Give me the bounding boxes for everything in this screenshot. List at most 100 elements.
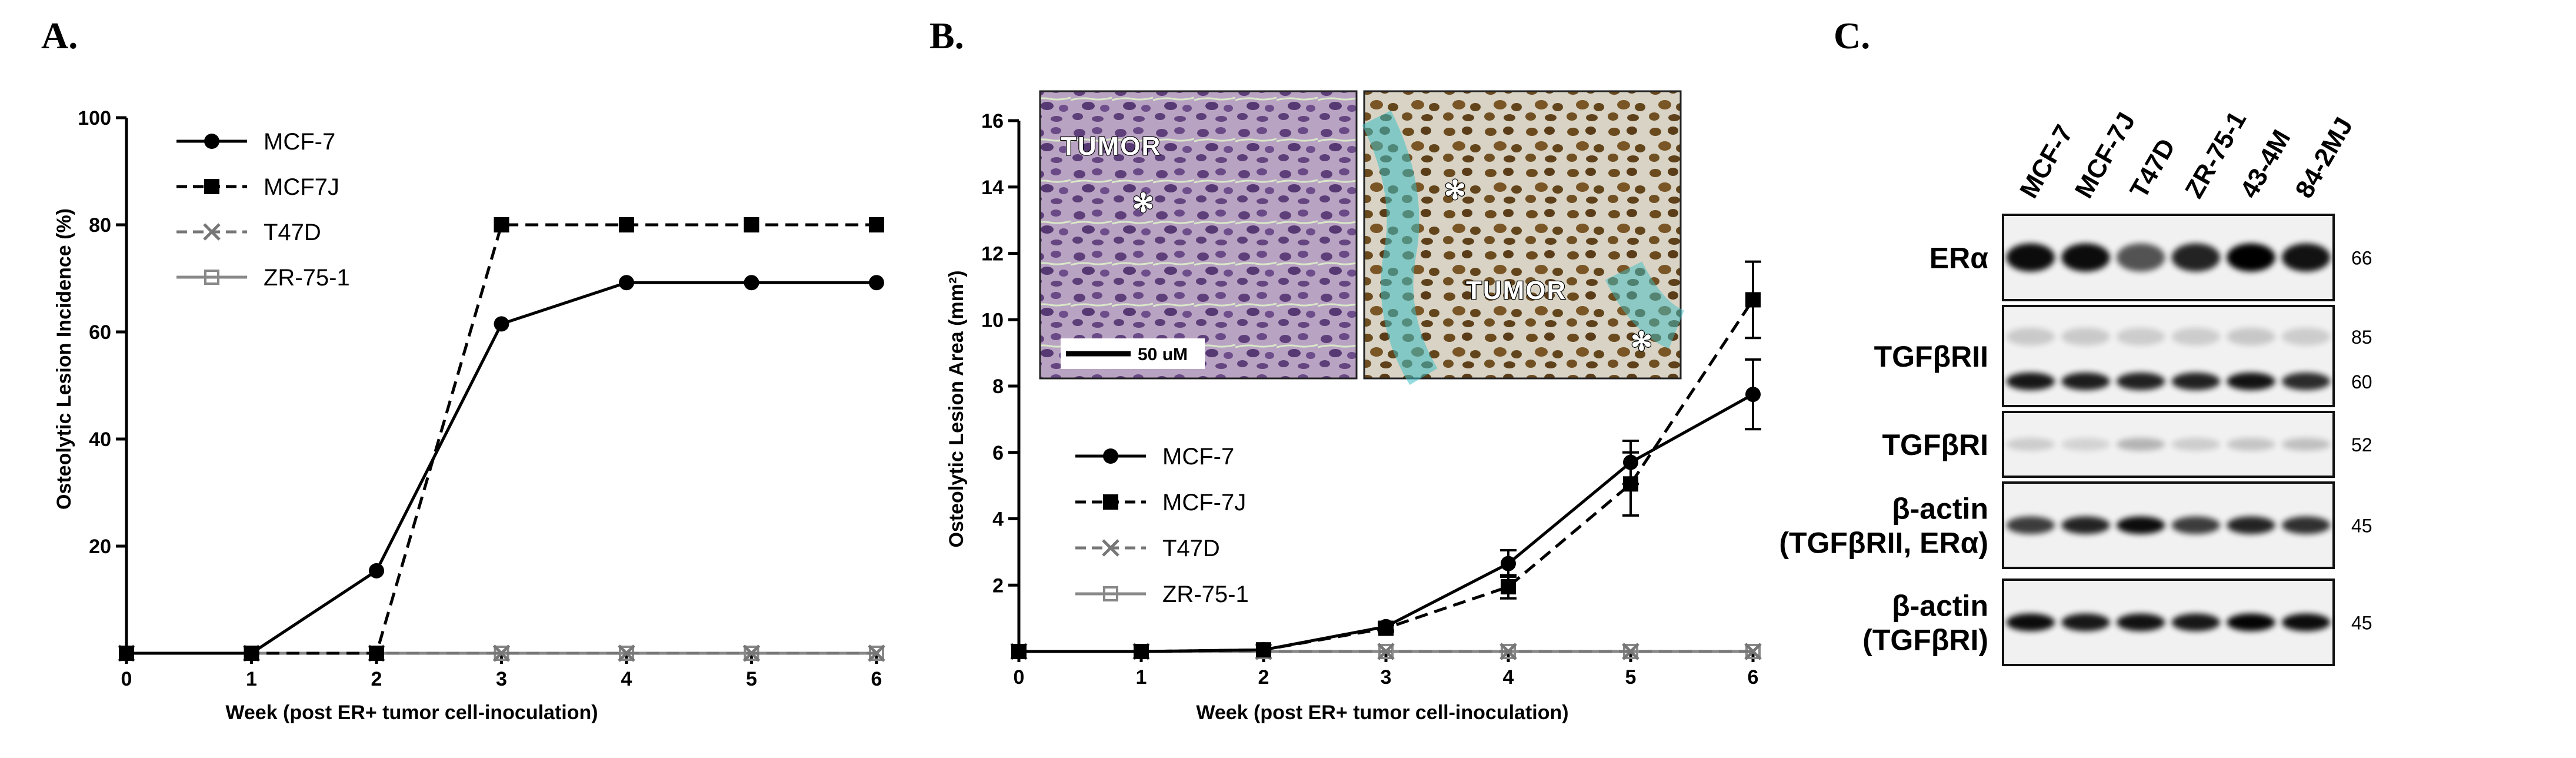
blot-mw-label: 66	[2351, 248, 2372, 269]
scale-bar-label: 50 uM	[1138, 345, 1188, 364]
chart-1-y-tick-label: 16	[981, 110, 1004, 132]
chart-0-y-tick-label: 40	[89, 428, 111, 451]
chart-0-legend-marker	[204, 270, 219, 285]
chart-0-x-tick-label: 2	[371, 668, 382, 690]
chart-1-x-tick-label: 4	[1503, 666, 1514, 689]
chart-0-legend-label: ZR-75-1	[264, 265, 350, 291]
blot-row-label: (TGFβRI)	[1862, 624, 1988, 657]
chart-0-data-point	[369, 563, 384, 579]
blot-band	[2227, 373, 2275, 390]
chart-0-data-point	[742, 644, 761, 662]
chart-1-data-point	[1745, 292, 1761, 308]
chart-1-y-tick-label: 4	[992, 508, 1004, 531]
chart-1-data-point	[1622, 643, 1639, 660]
chart-1-legend-label: T47D	[1162, 536, 1220, 561]
chart-0-x-tick-label: 0	[121, 668, 132, 690]
blot-lane-label: MCF-7	[2014, 120, 2079, 203]
blot-band	[2281, 613, 2331, 631]
blot-band	[2116, 373, 2165, 390]
blot-band	[2006, 613, 2055, 631]
blot-band	[2227, 438, 2275, 451]
chart-0-series-line	[126, 223, 877, 655]
chart-0-data-point	[494, 316, 509, 332]
chart-1-x-tick-label: 1	[1136, 666, 1147, 689]
chart-0-legend-marker	[203, 223, 221, 241]
chart-0-legend-label: MCF-7	[264, 129, 335, 155]
panel-letter-b: B.	[929, 15, 964, 56]
blot-band	[2227, 613, 2275, 631]
blot-mw-label: 85	[2351, 327, 2372, 348]
blot-mw-label: 52	[2351, 434, 2372, 456]
he-tumor-label: TUMOR	[1061, 132, 1161, 161]
blot-band	[2061, 328, 2110, 345]
chart-1-data-point	[1623, 454, 1638, 470]
chart-0-data-point	[492, 644, 511, 662]
blot-band	[2116, 438, 2165, 451]
blot-band	[2006, 373, 2055, 390]
blot-mw-label: 45	[2351, 516, 2372, 537]
chart-0-data-point	[744, 217, 759, 232]
chart-1-data-point	[1744, 643, 1762, 660]
blot-row-frame	[2002, 579, 2335, 666]
chart-0-data-point	[494, 217, 509, 232]
chart-1-x-tick-label: 3	[1381, 666, 1392, 689]
blot-row-frame	[2002, 481, 2335, 569]
chart-1-y-tick-label: 14	[981, 177, 1004, 199]
chart-1-data-point	[1501, 556, 1516, 571]
blot-band	[2281, 243, 2331, 272]
chart-0-y-tick-label: 80	[89, 214, 111, 237]
blot-mw-label: 45	[2351, 613, 2372, 634]
blot-row-label: (TGFβRII, ERα)	[1779, 527, 1988, 560]
chart-1-data-point	[1256, 642, 1271, 658]
chart-1-legend-label: MCF-7	[1162, 444, 1234, 470]
blot-band	[2281, 373, 2331, 390]
blot-band	[2116, 328, 2165, 345]
ihc-stroma-region	[1362, 110, 1438, 385]
blot-band	[2227, 328, 2275, 345]
blot-band	[2116, 516, 2165, 534]
blot-row-frame	[2002, 305, 2335, 407]
chart-1-legend-label: ZR-75-1	[1162, 581, 1249, 607]
blot-band	[2061, 373, 2110, 390]
chart-a-y-axis-title: Osteolytic Lesion Incidence (%)	[53, 208, 75, 510]
chart-1-x-tick-label: 0	[1014, 666, 1025, 689]
blot-row-label: β-actin	[1892, 590, 1988, 623]
chart-b-x-axis-title: Week (post ER+ tumor cell-inoculation)	[1196, 702, 1568, 724]
blot-lane-label: T47D	[2124, 134, 2181, 203]
chart-0-x-tick-label: 5	[746, 668, 757, 690]
blot-row-frame	[2002, 214, 2335, 301]
blot-band	[2281, 516, 2331, 534]
chart-0-data-point	[244, 646, 259, 661]
chart-1-y-tick-label: 8	[992, 375, 1004, 398]
chart-1-legend-marker	[1103, 586, 1118, 601]
chart-0-series-line	[126, 281, 877, 655]
chart-1-data-point	[1745, 387, 1761, 403]
he-asterisk: ✻	[1132, 189, 1155, 218]
chart-1-data-point	[1501, 579, 1516, 595]
chart-0-x-tick-label: 3	[496, 668, 507, 690]
blot-band	[2116, 243, 2165, 272]
blot-band	[2061, 438, 2110, 451]
chart-1-data-point	[1011, 644, 1027, 659]
chart-0-x-tick-label: 4	[621, 668, 632, 690]
chart-1-y-tick-label: 6	[992, 442, 1004, 464]
blot-band	[2116, 613, 2165, 631]
blot-band	[2006, 243, 2055, 272]
chart-1-x-tick-label: 6	[1748, 666, 1759, 689]
chart-0-data-point	[619, 217, 634, 232]
chart-1-y-tick-label: 10	[981, 309, 1004, 331]
blot-row-label: β-actin	[1892, 493, 1988, 526]
chart-a-x-axis-title: Week (post ER+ tumor cell-inoculation)	[225, 702, 598, 724]
chart-1-data-point	[1134, 644, 1149, 659]
chart-a-incidence: Osteolytic Lesion Incidence (%) Week (po…	[53, 107, 885, 724]
chart-b-y-axis-title: Osteolytic Lesion Area (mm²)	[945, 270, 968, 547]
panel-letter-c: C.	[1834, 15, 1870, 56]
chart-1-data-point	[1499, 643, 1517, 660]
blot-band	[2061, 516, 2110, 534]
ihc-asterisk-bottom: ✻	[1631, 327, 1654, 356]
chart-1-series-line	[1019, 393, 1754, 653]
blot-band	[2281, 328, 2331, 345]
blot-mw-label: 60	[2351, 371, 2372, 393]
blot-band	[2171, 516, 2221, 534]
